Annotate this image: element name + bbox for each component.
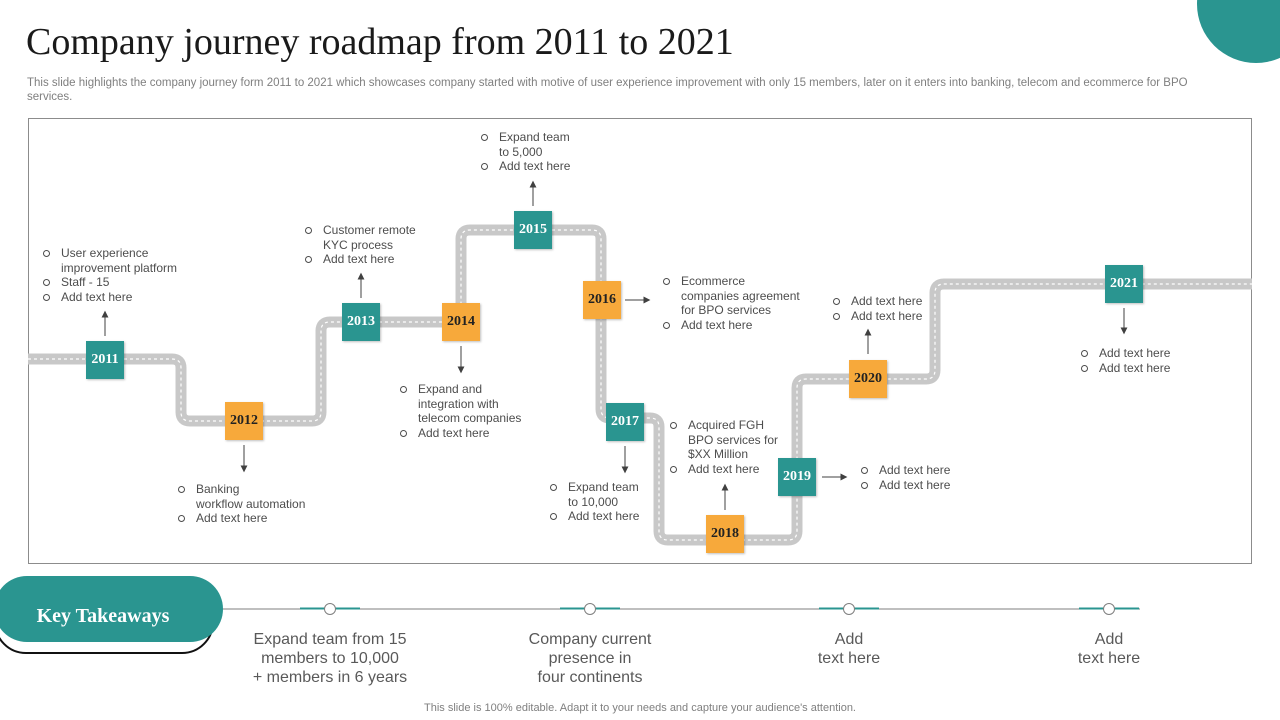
note-item: Add text here (43, 290, 177, 305)
year-box-2018: 2018 (706, 515, 744, 553)
takeaway-text-3: Add text here (817, 631, 881, 667)
note-item: Expand team to 5,000 (481, 130, 570, 159)
note-item: Add text here (833, 294, 922, 309)
year-box-2012: 2012 (225, 402, 263, 440)
note-item: User experience improvement platform (43, 246, 177, 275)
takeaway-text-4: Add text here (1077, 631, 1141, 667)
year-box-2015: 2015 (514, 211, 552, 249)
year-box-2017: 2017 (606, 403, 644, 441)
year-box-2019: 2019 (778, 458, 816, 496)
note-item: Add text here (400, 426, 521, 441)
note-item: Add text here (481, 159, 570, 174)
notes-2017: Expand team to 10,000 Add text here (550, 480, 639, 524)
note-item: Banking workflow automation (178, 482, 305, 511)
note-item: Expand and integration with telecom comp… (400, 382, 521, 426)
note-item: Acquired FGH BPO services for $XX Millio… (670, 418, 778, 462)
note-item: Add text here (1081, 346, 1170, 361)
note-item: Add text here (663, 318, 800, 333)
year-box-2013: 2013 (342, 303, 380, 341)
year-box-2011: 2011 (86, 341, 124, 379)
year-box-2021: 2021 (1105, 265, 1143, 303)
road-center-line (28, 229, 1252, 541)
notes-2013: Customer remote KYC process Add text her… (305, 223, 416, 267)
note-item: Add text here (178, 511, 305, 526)
note-item: Customer remote KYC process (305, 223, 416, 252)
page-subtitle: This slide highlights the company journe… (27, 77, 1188, 103)
notes-2011: User experience improvement platform Sta… (43, 246, 177, 304)
takeaway-marker-4 (1079, 603, 1139, 615)
footer-note: This slide is 100% editable. Adapt it to… (424, 702, 856, 714)
notes-2014: Expand and integration with telecom comp… (400, 382, 521, 440)
note-item: Add text here (670, 462, 778, 477)
note-item: Add text here (1081, 361, 1170, 376)
note-item: Add text here (861, 478, 950, 493)
notes-2015: Expand team to 5,000 Add text here (481, 130, 570, 174)
takeaway-text-2: Company current presence in four contine… (528, 631, 652, 686)
roadmap-frame (28, 118, 1252, 564)
takeaway-marker-3 (819, 603, 879, 615)
takeaway-text-1: Expand team from 15 members to 10,000 + … (252, 631, 408, 686)
takeaway-marker-2 (560, 603, 620, 615)
year-box-2020: 2020 (849, 360, 887, 398)
notes-2016: Ecommerce companies agreement for BPO se… (663, 274, 800, 332)
note-item: Ecommerce companies agreement for BPO se… (663, 274, 800, 318)
note-item: Add text here (861, 463, 950, 478)
notes-2019: Add text here Add text here (861, 463, 950, 492)
note-item: Expand team to 10,000 (550, 480, 639, 509)
year-box-2016: 2016 (583, 281, 621, 319)
notes-2021: Add text here Add text here (1081, 346, 1170, 375)
page-title: Company journey roadmap from 2011 to 202… (26, 21, 734, 63)
notes-2012: Banking workflow automation Add text her… (178, 482, 305, 526)
key-takeaways-label: Key Takeaways (36, 604, 170, 627)
notes-2020: Add text here Add text here (833, 294, 922, 323)
note-item: Add text here (550, 509, 639, 524)
notes-2018: Acquired FGH BPO services for $XX Millio… (670, 418, 778, 476)
key-takeaways-pill (0, 576, 223, 642)
takeaway-marker-1 (300, 603, 360, 615)
note-item: Add text here (305, 252, 416, 267)
year-box-2014: 2014 (442, 303, 480, 341)
note-item: Staff - 15 (43, 275, 177, 290)
note-item: Add text here (833, 309, 922, 324)
